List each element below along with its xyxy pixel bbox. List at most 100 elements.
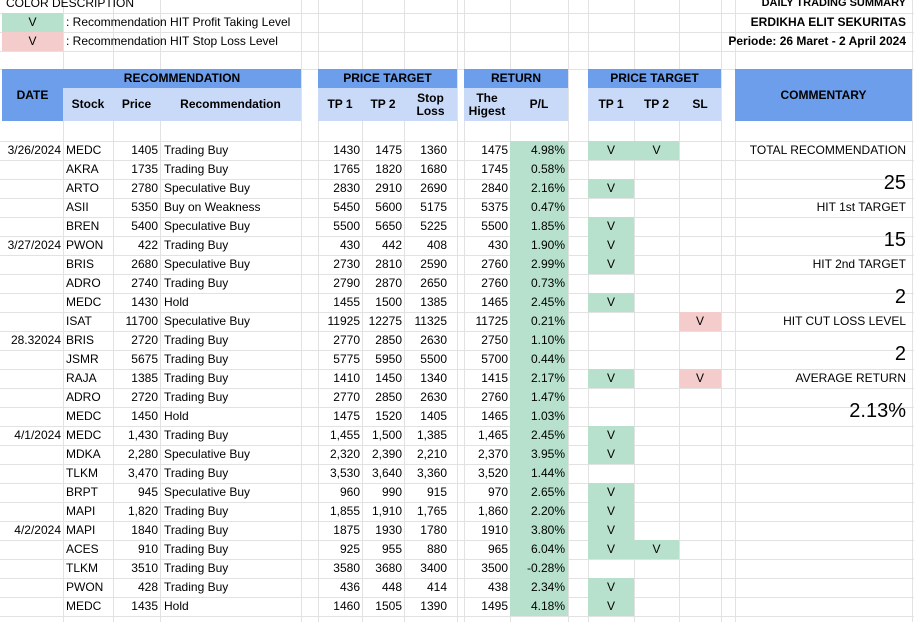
header-hit-group: PRICE TARGET (588, 69, 721, 88)
stop-loss-cell: 5500 (420, 352, 447, 366)
stop-loss-cell: 1,385 (416, 428, 447, 442)
date-cell (2, 274, 63, 293)
tp1-cell: 1430 (333, 143, 360, 157)
grid-line (568, 0, 569, 622)
price-cell: 2680 (131, 257, 158, 271)
highest-cell: 1,860 (477, 504, 508, 518)
hit-cut-loss-label: HIT CUT LOSS LEVEL (783, 314, 906, 328)
price-cell: 422 (137, 238, 158, 252)
tp2-cell: 1520 (375, 409, 402, 423)
highest-cell: 2760 (481, 257, 508, 271)
hit-sl-cell (679, 160, 721, 179)
highest-cell: 1465 (481, 295, 508, 309)
header-hit-tp1: TP 1 (588, 88, 634, 121)
highest-cell: 2,370 (477, 447, 508, 461)
date-cell (2, 160, 63, 179)
stop-loss-cell: 1340 (420, 371, 447, 385)
legend-red-swatch: V (2, 32, 63, 51)
hit-tp1-cell: V (588, 597, 634, 616)
hit-tp2-cell (634, 369, 679, 388)
hit-sl-cell (679, 559, 721, 578)
tp1-cell: 2,320 (329, 447, 360, 461)
tp1-cell: 1,855 (329, 504, 360, 518)
recommendation-cell: Hold (164, 295, 189, 309)
stock-cell: ADRO (66, 390, 101, 404)
hit-tp1-cell: V (588, 293, 634, 312)
header-highest: The Higest (464, 88, 510, 121)
hit-tp2-cell: V (634, 540, 679, 559)
pl-cell: 0.58% (510, 160, 568, 179)
pl-cell: 3.95% (510, 445, 568, 464)
recommendation-cell: Trading Buy (164, 352, 229, 366)
price-cell: 1,820 (127, 504, 158, 518)
date-cell (2, 540, 63, 559)
tp2-cell: 1475 (375, 143, 402, 157)
pl-cell: 2.99% (510, 255, 568, 274)
header-recommendation-group: RECOMMENDATION (63, 69, 301, 88)
pl-cell: 0.44% (510, 350, 568, 369)
hit-sl-cell (679, 255, 721, 274)
date-cell (2, 179, 63, 198)
tp1-cell: 1,455 (329, 428, 360, 442)
stock-cell: ASII (66, 200, 89, 214)
tp2-cell: 2870 (375, 276, 402, 290)
highest-cell: 430 (487, 238, 508, 252)
price-cell: 5675 (131, 352, 158, 366)
hit-tp1-cell: V (588, 502, 634, 521)
hit-tp2-cell (634, 331, 679, 350)
hit-sl-cell (679, 388, 721, 407)
hit-tp2-cell (634, 464, 679, 483)
stop-loss-cell: 880 (426, 542, 447, 556)
highest-cell: 2760 (481, 390, 508, 404)
tp1-cell: 2770 (333, 390, 360, 404)
stock-cell: BRPT (66, 485, 99, 499)
hit-second-target-value: 2 (894, 286, 906, 308)
stop-loss-cell: 3400 (420, 561, 447, 575)
date-cell (2, 369, 63, 388)
legend-title: COLOR DESCRIPTION (6, 0, 135, 10)
tp2-cell: 2910 (375, 181, 402, 195)
date-cell (2, 293, 63, 312)
tp1-cell: 5775 (333, 352, 360, 366)
tp1-cell: 5450 (333, 200, 360, 214)
stop-loss-cell: 2590 (420, 257, 447, 271)
stock-cell: MEDC (66, 599, 102, 613)
pl-cell: 0.47% (510, 198, 568, 217)
price-cell: 1840 (131, 523, 158, 537)
recommendation-cell: Trading Buy (164, 143, 229, 157)
hit-sl-cell: V (679, 369, 721, 388)
price-cell: 1450 (131, 409, 158, 423)
highest-cell: 1,465 (477, 428, 508, 442)
hit-sl-cell (679, 293, 721, 312)
pl-cell: 1.85% (510, 217, 568, 236)
highest-cell: 1910 (481, 523, 508, 537)
stop-loss-cell: 1780 (420, 523, 447, 537)
pl-cell: 0.21% (510, 312, 568, 331)
report-period: Periode: 26 Maret - 2 April 2024 (728, 34, 906, 48)
grid-line (721, 0, 722, 622)
tp2-cell: 5600 (375, 200, 402, 214)
date-cell: 3/27/2024 (7, 238, 61, 252)
price-cell: 2720 (131, 390, 158, 404)
header-stock: Stock (63, 88, 113, 121)
average-return-label: AVERAGE RETURN (795, 371, 906, 385)
stop-loss-cell: 2650 (420, 276, 447, 290)
total-recommendation-value: 25 (883, 172, 906, 194)
date-cell: 3/26/2024 (7, 143, 61, 157)
tp2-cell: 448 (381, 580, 402, 594)
pl-cell: 2.45% (510, 426, 568, 445)
stop-loss-cell: 1405 (420, 409, 447, 423)
stock-cell: BREN (66, 219, 100, 233)
hit-tp2-cell (634, 160, 679, 179)
price-cell: 1385 (131, 371, 158, 385)
hit-tp1-cell (588, 331, 634, 350)
tp2-cell: 1500 (375, 295, 402, 309)
hit-tp2-cell (634, 597, 679, 616)
hit-tp2-cell (634, 559, 679, 578)
tp2-cell: 442 (381, 238, 402, 252)
pl-cell: 1.10% (510, 331, 568, 350)
highest-cell: 1465 (481, 409, 508, 423)
tp1-cell: 3580 (333, 561, 360, 575)
grid-line (679, 0, 680, 622)
pl-cell: 2.45% (510, 293, 568, 312)
